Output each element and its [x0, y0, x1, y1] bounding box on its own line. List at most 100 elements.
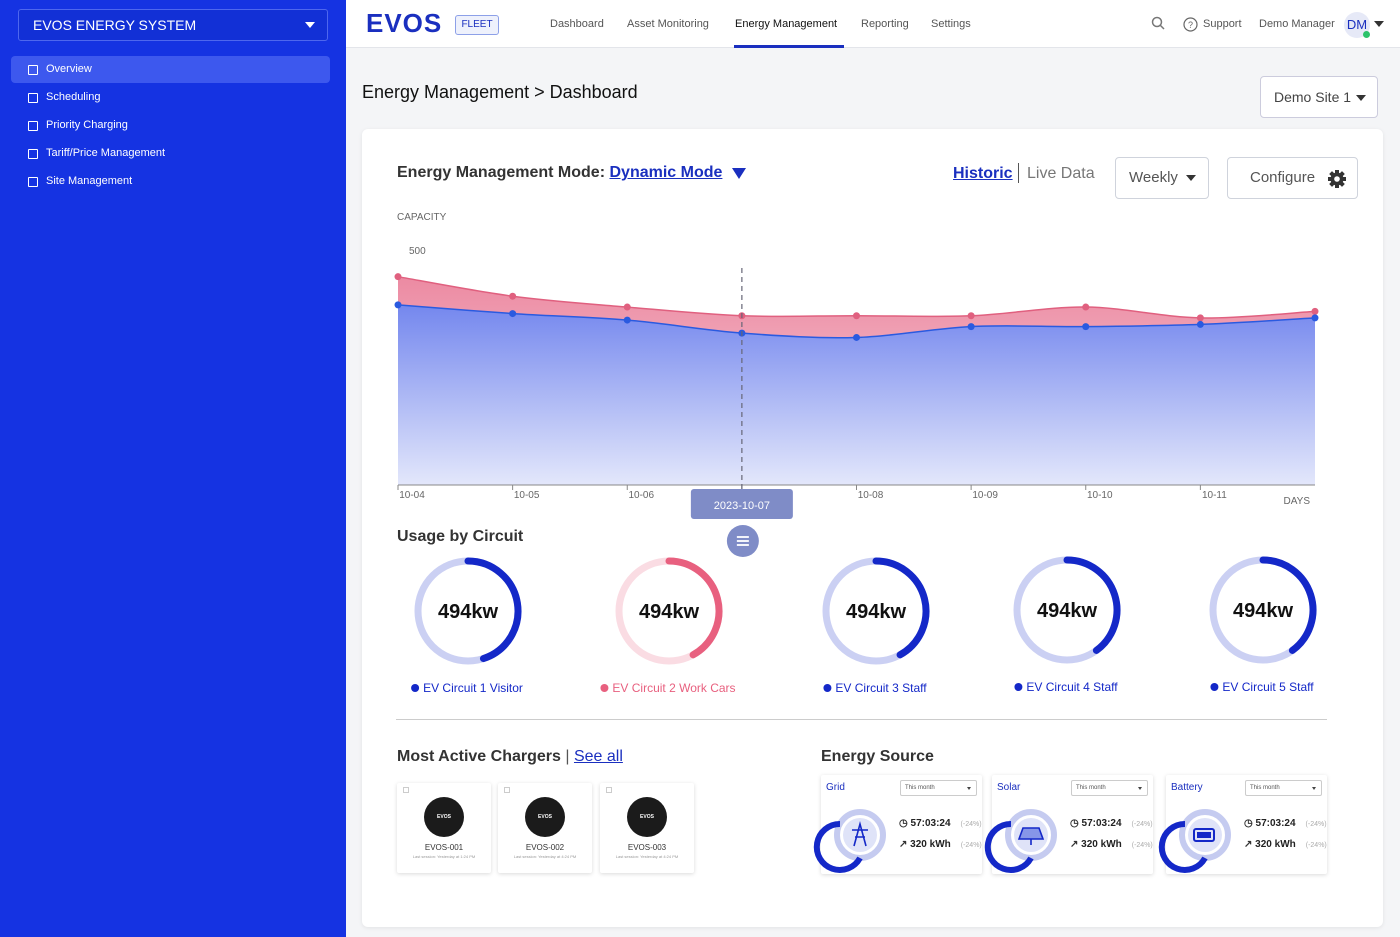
- nav-item[interactable]: Settings: [931, 18, 971, 30]
- checkbox-icon: [28, 65, 38, 75]
- logo[interactable]: EVOS: [366, 8, 443, 38]
- checkbox: [606, 787, 612, 793]
- help-icon: ?: [1183, 17, 1198, 32]
- usage-title: Usage by Circuit: [397, 528, 524, 545]
- duration-stat: ◷ 57:03:24 (-24%): [1244, 818, 1327, 829]
- configure-label: Configure: [1250, 169, 1316, 186]
- badge: FLEET: [455, 15, 499, 35]
- charger-note: Last session: Yesterday at 4:24 PM: [513, 854, 577, 859]
- site-select[interactable]: Demo Site 1: [1260, 76, 1378, 118]
- mode-caret[interactable]: [731, 167, 747, 180]
- status-dot: [1363, 31, 1370, 38]
- trend-icon: ↗: [1070, 839, 1082, 850]
- checkbox-icon: [28, 177, 38, 187]
- energy: 320 kWh: [910, 839, 951, 850]
- see-all-link[interactable]: See all: [573, 748, 623, 765]
- sidebar-item-label: Priority Charging: [46, 119, 128, 131]
- charger-id: EVOS-001: [424, 843, 464, 852]
- support-link[interactable]: Support: [1203, 18, 1242, 30]
- gear-icon: [1328, 170, 1346, 188]
- energy-change: (-24%): [960, 842, 982, 849]
- charger-id: EVOS-003: [627, 843, 667, 852]
- nav-underline: [734, 45, 844, 48]
- sidebar-item-label: Scheduling: [46, 91, 101, 103]
- checkbox-icon: [28, 121, 38, 131]
- charger-card[interactable]: EVOS EVOS-001 Last session: Yesterday at 1…: [397, 783, 491, 873]
- sidebar-item-label: Overview: [46, 63, 92, 75]
- energy-change: (-24%): [1305, 842, 1327, 849]
- period: This month: [1250, 785, 1280, 791]
- sidebar-item[interactable]: Site Management: [11, 168, 330, 195]
- nav-item[interactable]: Energy Management: [735, 18, 838, 30]
- search-icon[interactable]: [1151, 16, 1167, 32]
- energy: 320 kWh: [1255, 839, 1296, 850]
- source-name: Grid: [826, 782, 845, 793]
- period-select[interactable]: This month: [900, 780, 977, 796]
- user-name[interactable]: Demo Manager: [1259, 18, 1335, 30]
- energy-stat: ↗ 320 kWh (-24%): [899, 839, 982, 850]
- source-name: Battery: [1171, 782, 1203, 793]
- checkbox-icon: [28, 149, 38, 159]
- checkbox-icon: [28, 93, 38, 103]
- sidebar-item-label: Tariff/Price Management: [46, 147, 166, 159]
- historic-tab[interactable]: Historic: [953, 165, 1013, 182]
- nav-item[interactable]: Reporting: [861, 18, 909, 30]
- source-name: Solar: [997, 782, 1021, 793]
- charger-logo: EVOS: [424, 797, 464, 837]
- trend-icon: ↗: [1244, 839, 1256, 850]
- energy-stat: ↗ 320 kWh (-24%): [1244, 839, 1327, 850]
- site-name: Demo Site 1: [1274, 89, 1352, 105]
- sidebar-item[interactable]: Tariff/Price Management: [11, 140, 330, 167]
- charger-id: EVOS-002: [525, 843, 565, 852]
- nav-item[interactable]: Asset Monitoring: [627, 18, 709, 30]
- live-tab[interactable]: Live Data: [1027, 165, 1095, 182]
- sidebar: EVOS ENERGY SYSTEM Overview Scheduling Pri…: [0, 0, 346, 937]
- caret: [1186, 175, 1196, 181]
- divider: [1018, 163, 1019, 183]
- sidebar-item[interactable]: Priority Charging: [11, 112, 330, 139]
- chargers-title: Most Active Chargers: [397, 748, 561, 765]
- caret[interactable]: [1374, 21, 1384, 27]
- clock-icon: ◷: [899, 818, 911, 829]
- checkbox: [504, 787, 510, 793]
- configure-button[interactable]: Configure: [1227, 157, 1358, 199]
- charger-note: Last session: Yesterday at 4:24 PM: [615, 854, 679, 859]
- duration-stat: ◷ 57:03:24 (-24%): [899, 818, 982, 829]
- duration-change: (-24%): [1305, 821, 1327, 828]
- energy-title: Energy Source: [821, 748, 934, 765]
- caret: [1138, 787, 1142, 790]
- period-select[interactable]: This month: [1245, 780, 1322, 796]
- duration-change: (-24%): [960, 821, 982, 828]
- sidebar-item[interactable]: Scheduling: [11, 84, 330, 111]
- charger-logo: EVOS: [525, 797, 565, 837]
- topbar: EVOS FLEET Dashboard Asset Monitoring Ener…: [346, 0, 1400, 48]
- mode-label: Energy Management Mode:: [397, 164, 606, 181]
- period: Weekly: [1129, 169, 1178, 186]
- mode-line: Energy Management Mode: Dynamic Mode: [397, 164, 722, 182]
- caret: [967, 787, 971, 790]
- duration: 57:03:24: [1255, 818, 1296, 829]
- charger-card[interactable]: EVOS EVOS-002 Last session: Yesterday at 4…: [498, 783, 592, 873]
- svg-text:?: ?: [1188, 20, 1193, 30]
- caret: [1312, 787, 1316, 790]
- checkbox: [403, 787, 409, 793]
- caret: [1356, 95, 1366, 101]
- duration: 57:03:24: [910, 818, 951, 829]
- charger-card[interactable]: EVOS EVOS-003 Last session: Yesterday at 4…: [600, 783, 694, 873]
- caret: [305, 22, 315, 28]
- duration-change: (-24%): [1131, 821, 1153, 828]
- nav-item[interactable]: Dashboard: [550, 18, 604, 30]
- sidebar-item[interactable]: Overview: [11, 56, 330, 83]
- clock-icon: ◷: [1244, 818, 1256, 829]
- period-select[interactable]: Weekly: [1115, 157, 1209, 199]
- system-title: EVOS ENERGY SYSTEM: [33, 17, 197, 33]
- system-selector[interactable]: EVOS ENERGY SYSTEM: [18, 9, 328, 41]
- sidebar-item-label: Site Management: [46, 175, 133, 187]
- period-select[interactable]: This month: [1071, 780, 1148, 796]
- energy: 320 kWh: [1081, 839, 1122, 850]
- mode-link[interactable]: Dynamic Mode: [609, 164, 723, 181]
- energy-change: (-24%): [1131, 842, 1153, 849]
- charger-note: Last session: Yesterday at 1:24 PM: [412, 854, 476, 859]
- duration-stat: ◷ 57:03:24 (-24%): [1070, 818, 1153, 829]
